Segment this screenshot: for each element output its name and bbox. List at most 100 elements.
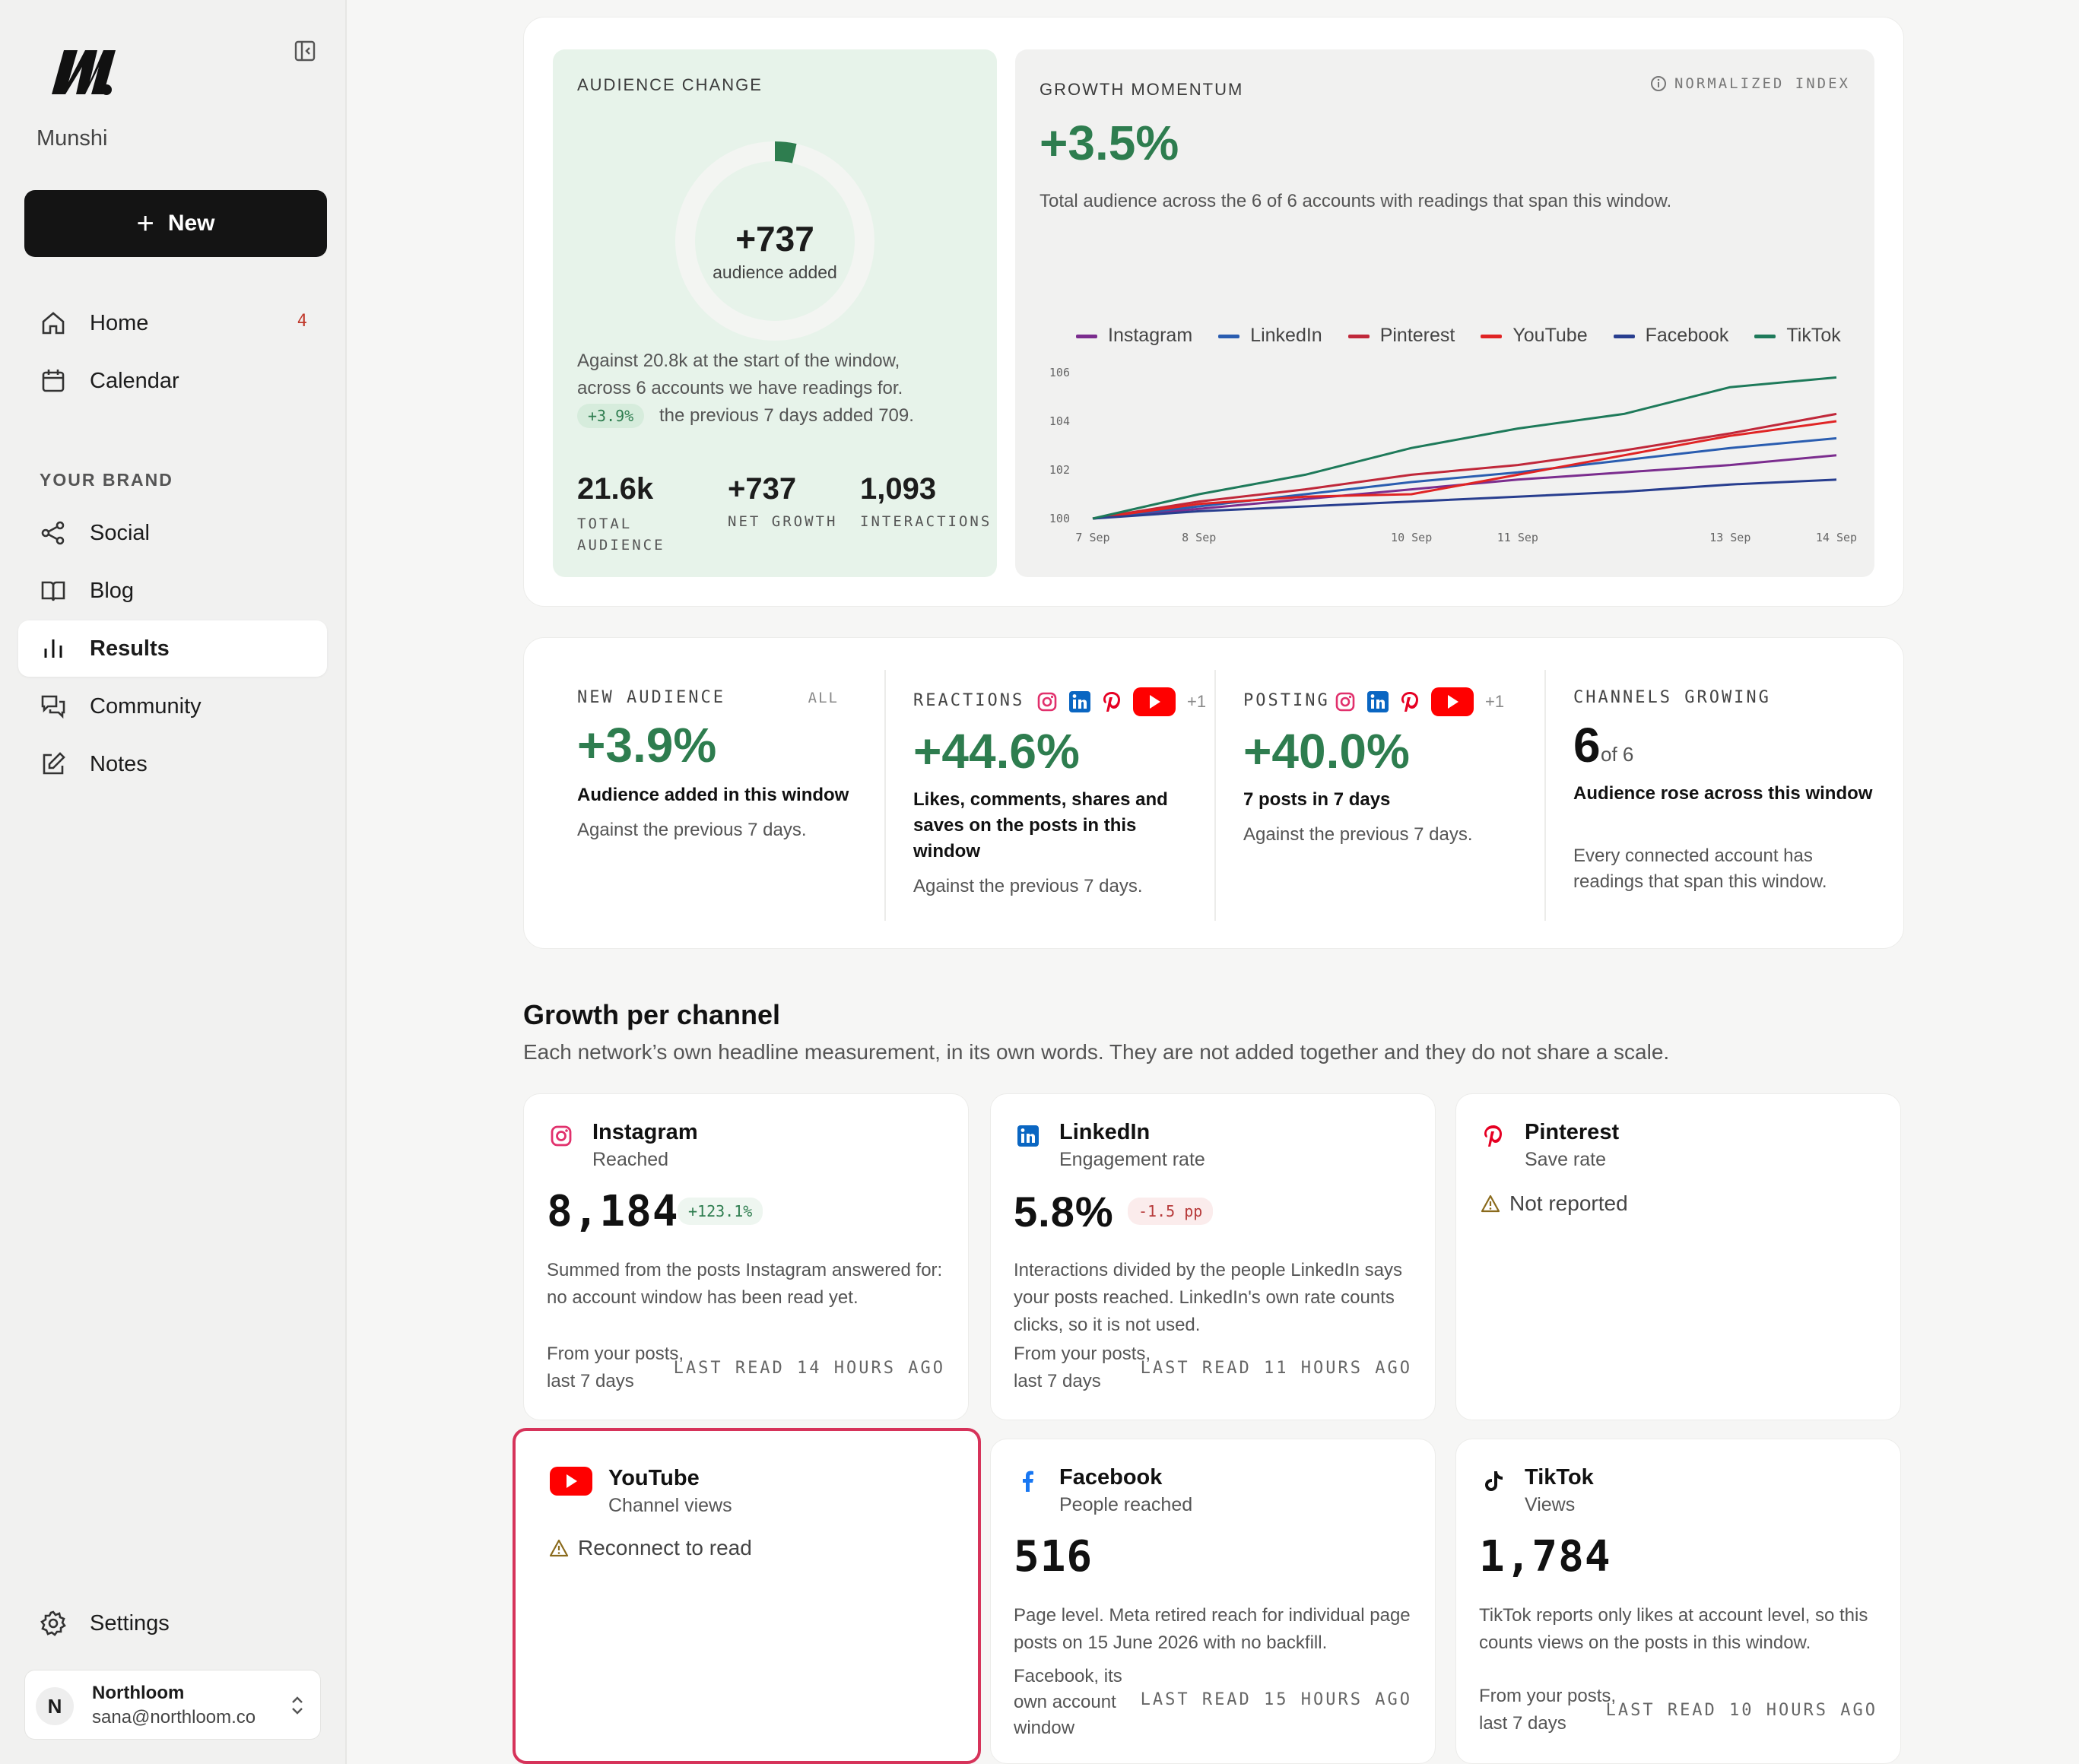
channel-card-instagram[interactable]: Instagram Reached 8,184 +123.1% Summed f… [523,1093,969,1420]
channel-value: 5.8% [1014,1188,1114,1236]
legend-swatch [1613,334,1635,338]
sidebar-item-social[interactable]: Social [18,505,327,561]
channel-name: YouTube [608,1466,700,1490]
new-button[interactable]: + New [24,190,327,257]
pinterest-icon [1401,692,1418,712]
account-switcher[interactable]: N Northloom sana@northloom.co [24,1670,321,1740]
source-line-2: last 7 days [1014,1371,1101,1391]
kpi-sub: Against the previous 7 days. [1243,824,1473,845]
audience-line-3: the previous 7 days added 709. [659,405,914,426]
warning-message[interactable]: Reconnect to read [549,1536,752,1560]
interactions-value: 1,093 [860,472,937,506]
kpi-label: CHANNELS GROWING [1573,688,1771,707]
x-tick-label: 11 Sep [1497,531,1538,544]
ring-value: +737 [735,219,814,259]
channel-metric: Reached [592,1149,669,1170]
chat-icon [41,695,65,719]
legend-item-linkedin: LinkedIn [1218,325,1322,347]
audience-line-1: Against 20.8k at the start of the window… [577,351,900,371]
sidebar-item-label: Notes [90,751,148,776]
sidebar-item-label: Blog [90,578,135,603]
kpi-value: +40.0% [1243,724,1410,779]
divider [884,670,886,921]
channel-metric: Channel views [608,1495,732,1516]
kpi-value: +44.6% [913,724,1080,779]
kpi-label: POSTING [1243,691,1330,710]
channel-desc: Interactions divided by the people Linke… [1014,1260,1402,1335]
warning-message: Not reported [1481,1191,1628,1216]
last-read: LAST READ 10 HOURS AGO [1605,1701,1877,1720]
source-line-2: last 7 days [547,1371,634,1391]
divider [1544,670,1546,921]
channel-name: LinkedIn [1059,1120,1151,1144]
instagram-icon [1037,692,1057,712]
legend-item-youtube: YouTube [1481,325,1588,347]
sidebar-item-results[interactable]: Results [18,620,327,677]
channel-card-facebook[interactable]: Facebook People reached 516 Page level. … [990,1439,1436,1764]
legend-swatch [1347,334,1370,338]
net-growth-value: +737 [728,472,797,506]
kpi-channels-growing: CHANNELS GROWING 6 of 6 Audience rose ac… [1544,638,1905,950]
kpi-title: 7 posts in 7 days [1243,789,1391,810]
channel-desc: Summed from the posts Instagram answered… [547,1260,943,1308]
warning-icon [549,1539,569,1557]
chart-legend: Instagram LinkedIn Pinterest YouTube Faceboo… [1076,325,1841,347]
audience-change-eyebrow: AUDIENCE CHANGE [577,75,763,94]
warning-text: Reconnect to read [578,1536,752,1559]
divider [1214,670,1216,921]
last-read: LAST READ 14 HOURS AGO [673,1359,945,1378]
sidebar-item-home[interactable]: Home 4 [18,295,327,351]
sidebar-item-blog[interactable]: Blog [18,563,327,619]
legend-item-facebook: Facebook [1613,325,1729,347]
legend-label: LinkedIn [1250,325,1322,346]
growth-momentum-desc: Total audience across the 6 of 6 account… [1040,191,1672,211]
sidebar-item-community[interactable]: Community [18,678,327,734]
legend-swatch [1218,334,1240,338]
channel-name: Facebook [1059,1465,1163,1490]
munshi-logo[interactable] [46,44,119,101]
warning-text: Not reported [1509,1191,1628,1215]
sidebar-item-label: Results [90,636,170,661]
y-tick-label: 100 [1049,512,1070,525]
more-networks-count: +1 [1187,692,1207,711]
share-icon [41,521,65,545]
source-line-2: last 7 days [1479,1713,1566,1734]
kpi-reactions: REACTIONS +1 +44.6% Likes, comments, sha… [884,638,1216,950]
legend-item-pinterest: Pinterest [1347,325,1455,347]
account-email: sana@northloom.co [92,1707,256,1728]
pinterest-icon [1103,692,1120,712]
channel-desc: Page level. Meta retired reach for indiv… [1014,1605,1411,1653]
network-icons: +1 [1335,687,1504,717]
channel-card-youtube[interactable]: YouTube Channel views Reconnect to read [513,1428,981,1764]
sidebar-item-settings[interactable]: Settings [18,1595,327,1651]
sidebar-item-calendar[interactable]: Calendar [18,353,327,409]
kpi-value: +3.9% [577,718,717,773]
kpi-sub: Against the previous 7 days. [577,820,807,840]
channel-name: TikTok [1525,1465,1594,1490]
facebook-icon [1023,1471,1033,1492]
legend-swatch [1481,334,1503,338]
channel-metric: People reached [1059,1494,1193,1515]
book-icon [41,581,65,601]
sidebar-item-label: Settings [90,1610,170,1636]
channel-card-tiktok[interactable]: TikTok Views 1,784 TikTok reports only l… [1455,1439,1901,1764]
legend-label: YouTube [1512,325,1588,346]
channel-name: Pinterest [1525,1120,1620,1144]
channel-card-pinterest[interactable]: Pinterest Save rate Not reported [1455,1093,1901,1420]
growth-momentum-card: GROWTH MOMENTUM NORMALIZED INDEX +3.5% T… [1015,49,1874,577]
channel-metric: Views [1525,1494,1576,1515]
last-read: LAST READ 11 HOURS AGO [1140,1359,1412,1378]
collapse-sidebar-icon[interactable] [294,40,316,62]
linkedin-icon [1069,691,1090,712]
channel-value: 516 [1014,1532,1093,1582]
source-line-2: own account [1014,1692,1116,1712]
series-line-tiktok [1092,376,1837,520]
channel-card-linkedin[interactable]: LinkedIn Engagement rate 5.8% -1.5 pp In… [990,1093,1436,1420]
kpi-title: Audience rose across this window [1573,783,1873,804]
total-audience-value: 21.6k [577,472,654,506]
change-chip: +123.1% [678,1198,763,1225]
instagram-icon [551,1125,572,1147]
normalized-index-badge[interactable]: NORMALIZED INDEX [1650,75,1850,92]
legend-label: Facebook [1645,325,1729,346]
sidebar-item-notes[interactable]: Notes [18,736,327,792]
